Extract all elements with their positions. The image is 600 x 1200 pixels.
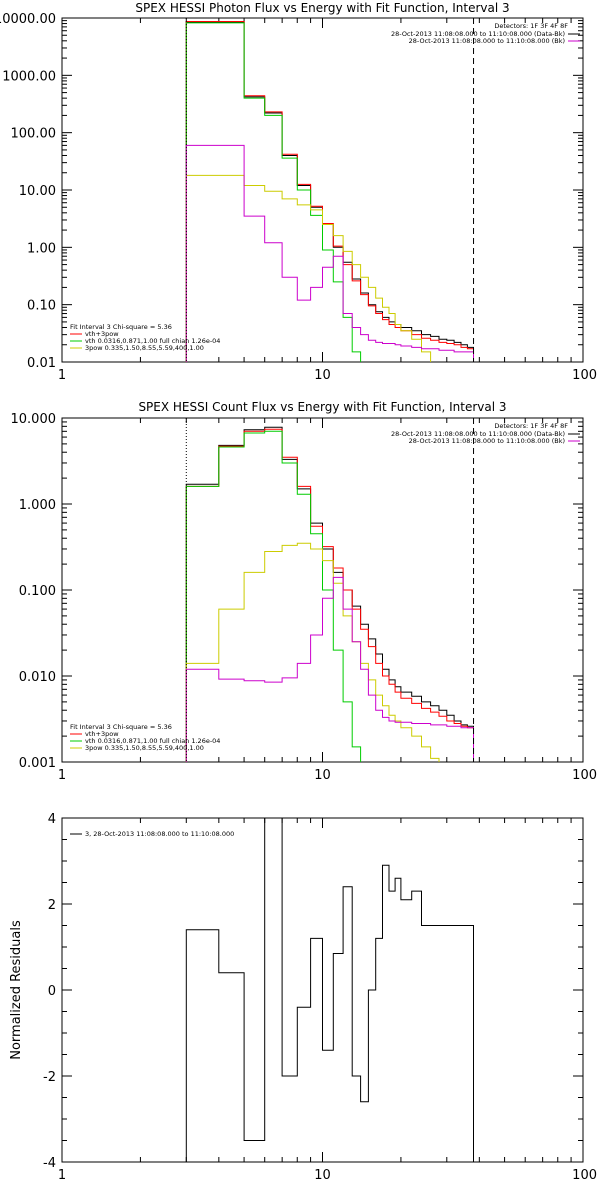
y-tick-label: 10.00 — [19, 184, 56, 199]
x-tick-label: 10 — [314, 368, 331, 383]
legend-entry-0: 3, 28-Oct-2013 11:08:08.000 to 11:10:08.… — [85, 830, 234, 838]
y-tick-label: 0.01 — [27, 356, 56, 371]
x-tick-label: 100 — [572, 1168, 597, 1183]
y-tick-label: 0.10 — [27, 299, 56, 314]
y-tick-label: 1000.00 — [2, 69, 56, 84]
series-line-0 — [185, 21, 474, 362]
series-line-2 — [185, 22, 362, 362]
y-tick-label: 0.010 — [19, 670, 56, 685]
x-tick-label: 1 — [58, 368, 66, 383]
x-tick-label: 1 — [58, 1168, 66, 1183]
photon-flux-panel: SPEX HESSI Photon Flux vs Energy with Fi… — [0, 1, 597, 383]
y-axis-label: Normalized Residuals — [9, 920, 24, 1060]
plot-frame — [61, 17, 584, 363]
y-tick-label: 1.000 — [19, 498, 56, 513]
legend-header: Fit Interval 3 Chi-square = 5.36 — [70, 723, 172, 731]
detectors-label: Detectors: 1F 3F 4F 8F — [494, 422, 568, 430]
series-line-3 — [185, 542, 440, 762]
series-line-4 — [185, 576, 474, 762]
series-group — [185, 818, 474, 1162]
chart-title: SPEX HESSI Photon Flux vs Energy with Fi… — [135, 1, 509, 15]
info-line-0: 28-Oct-2013 11:08:08.000 to 11:10:08.000… — [391, 430, 565, 438]
info-line-1: 28-Oct-2013 11:08:08.000 to 11:10:08.000… — [409, 37, 565, 45]
y-tick-label: 0 — [48, 984, 56, 999]
legend-entry-0: vth+3pow — [85, 730, 119, 738]
y-tick-label: 100.00 — [11, 127, 57, 142]
series-line-0 — [185, 818, 474, 1162]
legend-entry-0: vth+3pow — [85, 330, 119, 338]
x-tick-label: 100 — [572, 368, 597, 383]
series-line-2 — [185, 430, 362, 762]
count-flux-panel: SPEX HESSI Count Flux vs Energy with Fit… — [11, 400, 598, 783]
residuals-panel: 1 10 100 -4 -2 0 2 4 Normalized Residuals 3, 28-O… — [9, 812, 597, 1183]
legend-entry-1: vth 0.0316,0.871,1.00 full chian 1.26e-0… — [85, 737, 220, 745]
y-tick-label: 4 — [48, 812, 56, 827]
series-line-4 — [185, 144, 474, 362]
legend-header: Fit Interval 3 Chi-square = 5.36 — [70, 323, 172, 331]
y-tick-label: 2 — [48, 898, 56, 913]
legend-entry-2: 3pow 0.335,1.50,8.55,5.59,400,1.00 — [85, 744, 204, 752]
info-line-1: 28-Oct-2013 11:08:08.000 to 11:10:08.000… — [409, 437, 565, 445]
y-tick-label: 0.001 — [19, 756, 56, 771]
series-group — [185, 426, 474, 762]
series-group — [185, 21, 474, 362]
y-tick-label: 1.00 — [27, 241, 56, 256]
x-tick-label: 100 — [572, 768, 597, 783]
y-tick-label: 10.000 — [11, 412, 57, 427]
x-tick-label: 10 — [314, 1168, 331, 1183]
y-tick-label: -4 — [43, 1156, 56, 1171]
info-line-0: 28-Oct-2013 11:08:08.000 to 11:10:08.000… — [391, 30, 565, 38]
series-line-3 — [185, 174, 432, 362]
y-tick-label: 10000.00 — [0, 12, 56, 27]
x-tick-label: 10 — [314, 768, 331, 783]
legend-entry-1: vth 0.0316,0.871,1.00 full chian 1.26e-0… — [85, 337, 220, 345]
y-tick-label: 0.100 — [19, 584, 56, 599]
chart-title: SPEX HESSI Count Flux vs Energy with Fit… — [138, 400, 506, 414]
detectors-label: Detectors: 1F 3F 4F 8F — [494, 22, 568, 30]
series-line-1 — [185, 428, 474, 762]
series-line-1 — [185, 21, 474, 362]
y-tick-label: -2 — [43, 1070, 56, 1085]
legend-entry-2: 3pow 0.335,1.50,8.55,5.59,400,1.00 — [85, 344, 204, 352]
x-tick-label: 1 — [58, 768, 66, 783]
series-line-0 — [185, 426, 474, 762]
